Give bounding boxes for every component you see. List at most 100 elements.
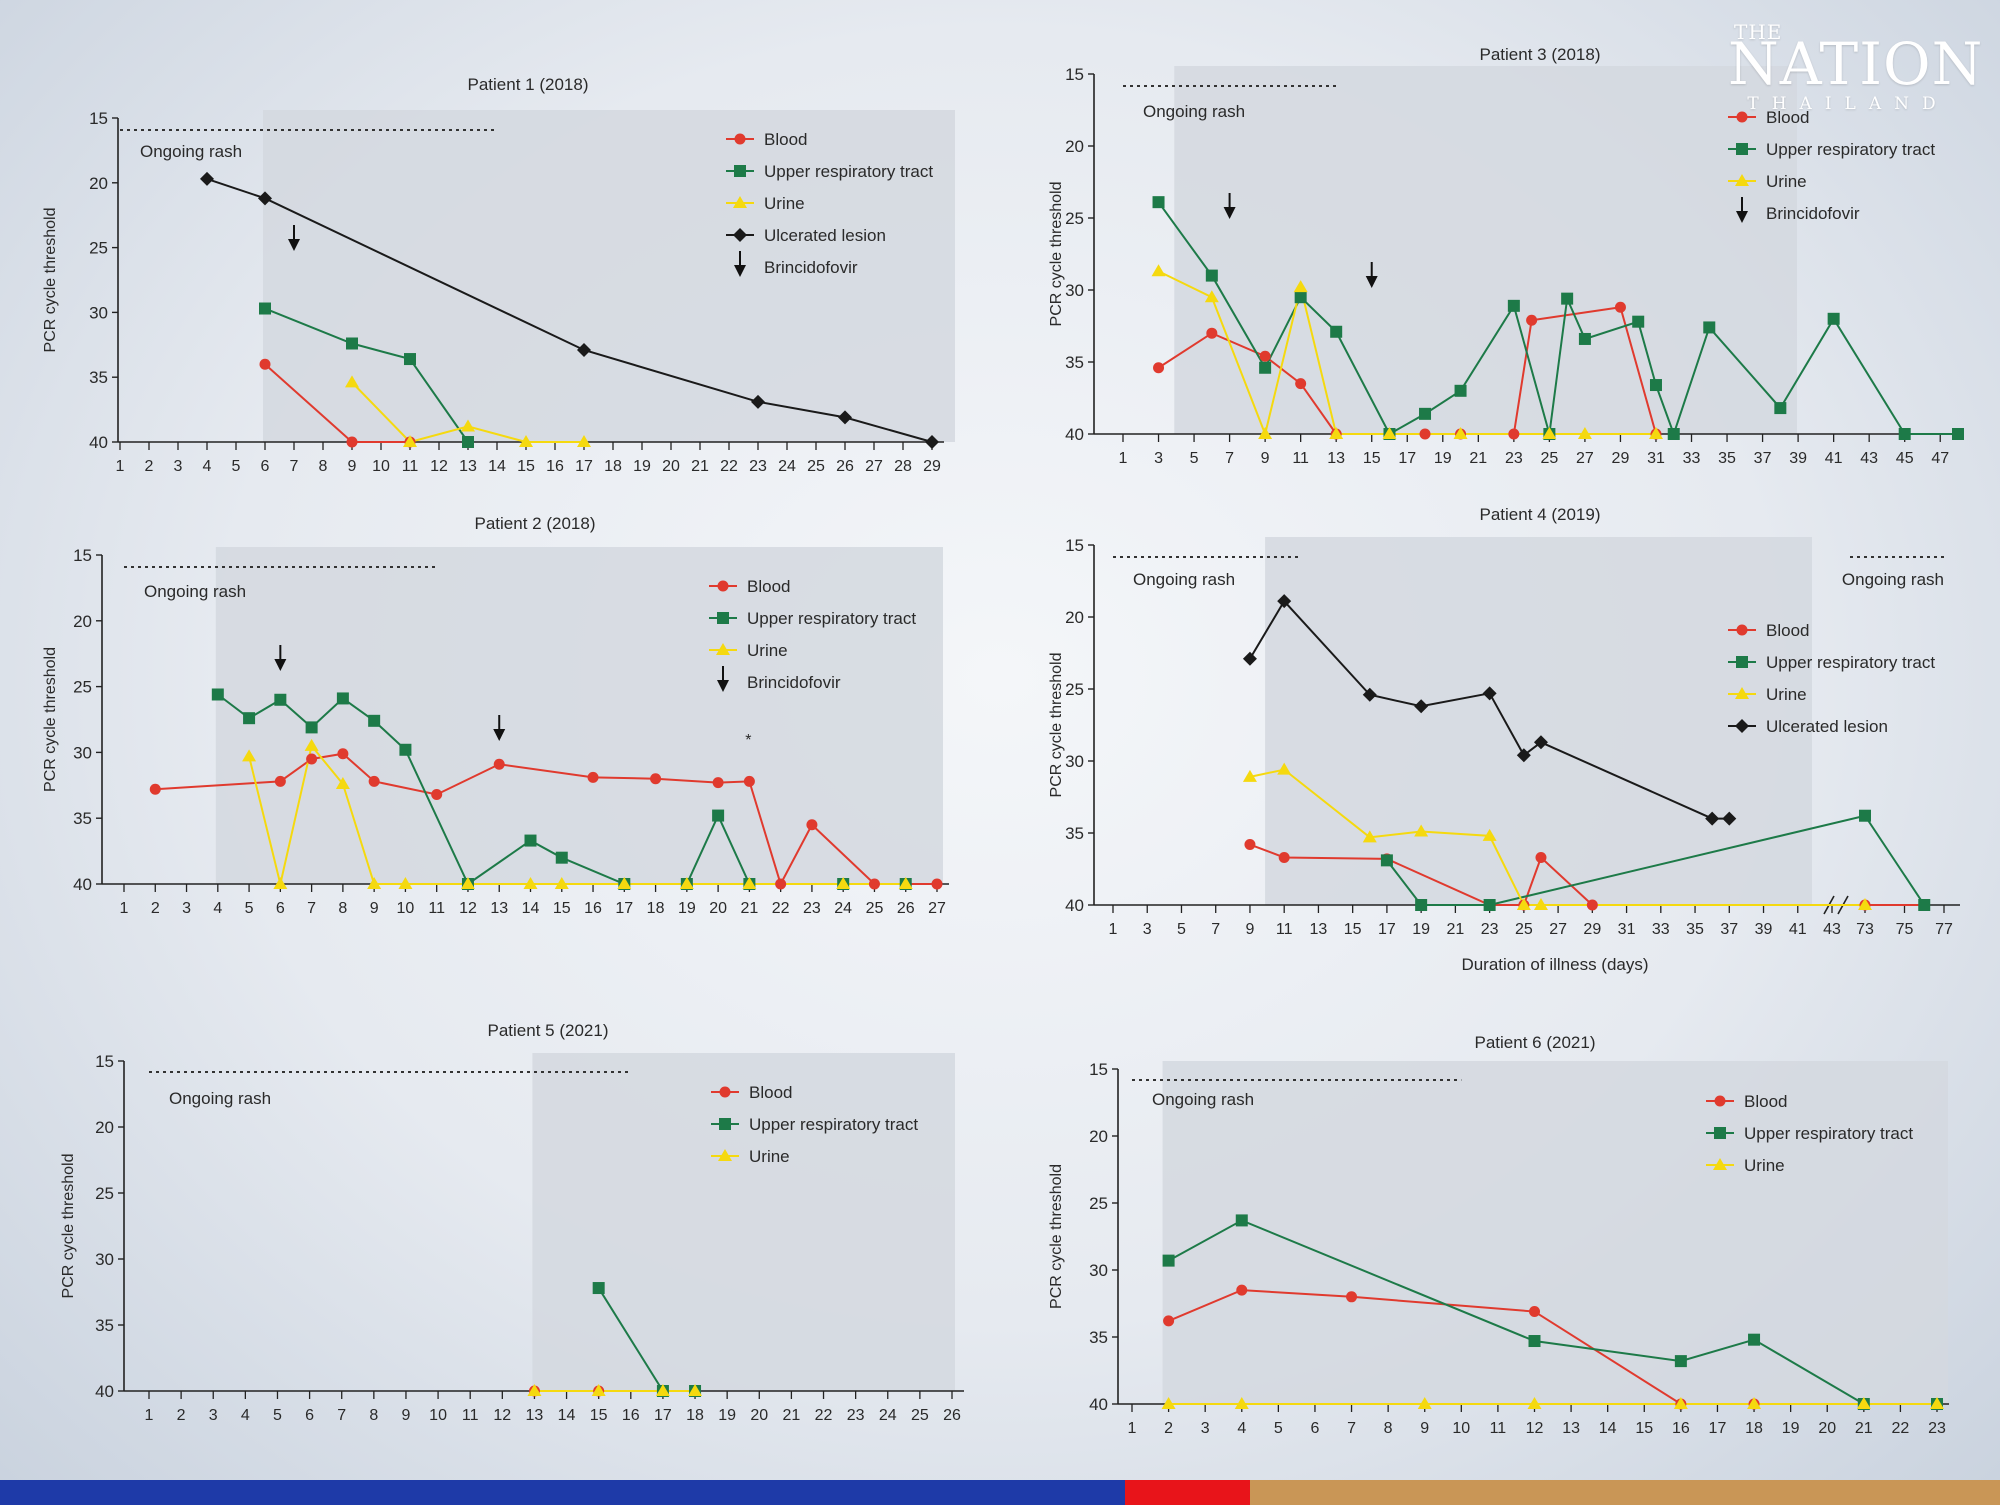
x-tick-label: 23 bbox=[803, 900, 821, 917]
point-urine bbox=[688, 1384, 703, 1396]
x-tick-label: 7 bbox=[290, 458, 299, 475]
point-blood bbox=[1526, 314, 1538, 326]
point-urine bbox=[1242, 769, 1257, 782]
point-upper-respiratory-tract bbox=[1703, 321, 1716, 334]
legend-marker bbox=[1735, 174, 1749, 186]
brincidofovir-arrow-head bbox=[1223, 207, 1236, 219]
point-upper-respiratory-tract bbox=[1259, 361, 1272, 374]
chart-title: Patient 4 (2019) bbox=[1480, 505, 1601, 524]
point-urine bbox=[591, 1384, 606, 1396]
point-blood bbox=[775, 878, 787, 890]
point-urine bbox=[1414, 824, 1429, 837]
y-tick-label: 40 bbox=[1065, 896, 1084, 915]
point-upper-respiratory-tract bbox=[1235, 1214, 1248, 1227]
point-upper-respiratory-tract bbox=[243, 712, 256, 725]
x-tick-label: 20 bbox=[662, 458, 680, 475]
y-tick-label: 40 bbox=[89, 433, 108, 452]
legend-label: Upper respiratory tract bbox=[747, 609, 916, 628]
x-tick-label: 27 bbox=[1549, 921, 1567, 938]
asterisk-annotation: * bbox=[745, 732, 751, 749]
point-upper-respiratory-tract bbox=[336, 692, 349, 705]
point-blood bbox=[1529, 1306, 1540, 1318]
x-tick-label: 45 bbox=[1896, 450, 1914, 467]
shaded-region bbox=[215, 547, 944, 884]
x-tick-label: 41 bbox=[1825, 450, 1843, 467]
point-urine bbox=[617, 877, 632, 889]
point-blood bbox=[712, 777, 724, 789]
point-upper-respiratory-tract bbox=[274, 693, 287, 706]
x-tick-label: 1 bbox=[1109, 921, 1118, 938]
legend-label: Blood bbox=[764, 130, 807, 149]
x-tick-label: 73 bbox=[1856, 921, 1874, 938]
point-blood bbox=[493, 758, 505, 770]
x-tick-label: 5 bbox=[232, 458, 241, 475]
y-tick-label: 40 bbox=[73, 875, 92, 894]
point-urine bbox=[345, 375, 359, 388]
series-line-upper-respiratory-tract bbox=[217, 693, 906, 886]
y-tick-label: 30 bbox=[95, 1250, 114, 1269]
y-tick-label: 20 bbox=[1065, 137, 1084, 156]
y-tick-label: 20 bbox=[1089, 1127, 1108, 1146]
legend-marker bbox=[1736, 143, 1748, 155]
point-urine bbox=[1204, 290, 1219, 303]
point-upper-respiratory-tract bbox=[346, 337, 358, 350]
legend-marker bbox=[1736, 111, 1748, 123]
point-blood bbox=[806, 819, 818, 831]
y-tick-label: 25 bbox=[89, 239, 108, 258]
y-tick-label: 35 bbox=[95, 1316, 114, 1335]
legend-marker bbox=[719, 1086, 731, 1098]
x-tick-label: 77 bbox=[1935, 921, 1953, 938]
x-tick-label: 3 bbox=[1143, 921, 1152, 938]
x-tick-label: 26 bbox=[897, 900, 915, 917]
x-tick-label: 24 bbox=[834, 900, 852, 917]
x-tick-label: 25 bbox=[1540, 450, 1558, 467]
point-ulcerated-lesion bbox=[1722, 811, 1737, 826]
y-axis-label: PCR cycle threshold bbox=[1048, 653, 1065, 798]
point-urine bbox=[1258, 427, 1273, 439]
point-blood bbox=[274, 775, 286, 787]
legend-marker bbox=[734, 165, 746, 177]
x-tick-label: 17 bbox=[615, 900, 633, 917]
legend-brincidofovir-icon-head bbox=[1736, 211, 1748, 223]
chart-title: Patient 1 (2018) bbox=[468, 75, 589, 94]
x-tick-label: 16 bbox=[584, 900, 602, 917]
chart-title: Patient 2 (2018) bbox=[475, 514, 596, 533]
y-tick-label: 25 bbox=[1089, 1194, 1108, 1213]
point-upper-respiratory-tract bbox=[1415, 899, 1428, 911]
y-tick-label: 25 bbox=[95, 1184, 114, 1203]
point-urine bbox=[1747, 1397, 1762, 1409]
point-urine bbox=[1161, 1397, 1176, 1409]
point-blood bbox=[1206, 327, 1218, 339]
x-tick-label: 17 bbox=[654, 1407, 672, 1424]
point-upper-respiratory-tract bbox=[592, 1282, 605, 1295]
point-urine bbox=[1453, 427, 1468, 439]
x-tick-label: 23 bbox=[749, 458, 767, 475]
x-tick-label: 29 bbox=[1612, 450, 1630, 467]
point-urine bbox=[1930, 1397, 1944, 1409]
x-tick-label: 11 bbox=[462, 1407, 479, 1424]
x-tick-label: 11 bbox=[1292, 450, 1309, 467]
point-upper-respiratory-tract bbox=[1419, 407, 1432, 420]
x-tick-label: 2 bbox=[1164, 1420, 1173, 1437]
y-tick-label: 35 bbox=[73, 809, 92, 828]
x-tick-label: 12 bbox=[1526, 1420, 1544, 1437]
point-urine bbox=[304, 738, 319, 751]
point-blood bbox=[337, 748, 349, 760]
point-urine bbox=[898, 877, 913, 889]
shaded-region bbox=[1162, 1061, 1948, 1404]
point-ulcerated-lesion bbox=[1362, 687, 1377, 702]
x-tick-label: 19 bbox=[1412, 921, 1430, 938]
legend-label: Brincidofovir bbox=[1766, 204, 1860, 223]
point-blood bbox=[743, 775, 755, 787]
point-blood bbox=[1153, 362, 1165, 374]
x-tick-label: 4 bbox=[241, 1407, 250, 1424]
x-tick-label: 1 bbox=[145, 1407, 154, 1424]
x-tick-label: 43 bbox=[1860, 450, 1878, 467]
x-tick-label: 6 bbox=[276, 900, 285, 917]
x-tick-label: 2 bbox=[145, 458, 154, 475]
legend-marker bbox=[733, 228, 747, 242]
x-tick-label: 1 bbox=[120, 900, 129, 917]
point-upper-respiratory-tract bbox=[211, 688, 224, 701]
